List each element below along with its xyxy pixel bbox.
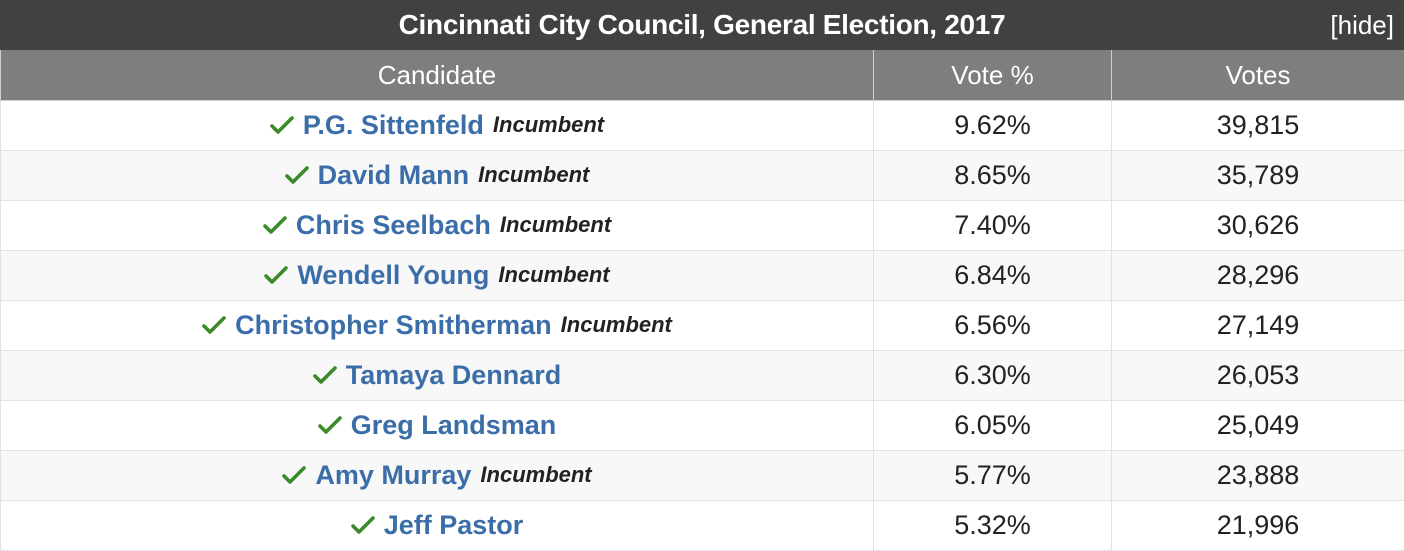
vote-percent-cell: 6.05% — [874, 401, 1112, 451]
vote-percent-cell: 8.65% — [874, 151, 1112, 201]
vote-percent-cell: 5.77% — [874, 451, 1112, 501]
incumbent-label: Incumbent — [493, 112, 604, 138]
candidate: P.G. Sittenfeld Incumbent — [270, 110, 604, 141]
candidate-cell: Christopher Smitherman Incumbent — [1, 301, 874, 351]
candidate: Greg Landsman — [318, 410, 557, 441]
candidate-name-link[interactable]: Chris Seelbach — [296, 210, 491, 241]
table-row: David Mann Incumbent 8.65%35,789 — [1, 151, 1404, 201]
header-candidate: Candidate — [1, 50, 874, 101]
check-icon — [285, 166, 309, 184]
table-row: Greg Landsman 6.05%25,049 — [1, 401, 1404, 451]
incumbent-label: Incumbent — [478, 162, 589, 188]
vote-percent-cell: 7.40% — [874, 201, 1112, 251]
candidate-cell: P.G. Sittenfeld Incumbent — [1, 101, 874, 151]
table-row: Jeff Pastor 5.32%21,996 — [1, 501, 1404, 551]
candidate-cell: Amy Murray Incumbent — [1, 451, 874, 501]
check-icon — [313, 366, 337, 384]
vote-percent-cell: 6.56% — [874, 301, 1112, 351]
check-icon — [270, 116, 294, 134]
votes-cell: 21,996 — [1112, 501, 1404, 551]
table-row: Tamaya Dennard 6.30%26,053 — [1, 351, 1404, 401]
candidate: Amy Murray Incumbent — [282, 460, 591, 491]
candidate-cell: Jeff Pastor — [1, 501, 874, 551]
results-table: Candidate Vote % Votes P.G. Sittenfeld In… — [0, 50, 1404, 551]
table-row: Amy Murray Incumbent 5.77%23,888 — [1, 451, 1404, 501]
candidate-name-link[interactable]: Amy Murray — [315, 460, 471, 491]
header-row: Candidate Vote % Votes — [1, 50, 1404, 101]
vote-percent-cell: 6.84% — [874, 251, 1112, 301]
candidate-name-link[interactable]: David Mann — [318, 160, 470, 191]
vote-percent-cell: 6.30% — [874, 351, 1112, 401]
candidate: Chris Seelbach Incumbent — [263, 210, 611, 241]
candidate-name-link[interactable]: Greg Landsman — [351, 410, 557, 441]
votes-cell: 27,149 — [1112, 301, 1404, 351]
check-icon — [202, 316, 226, 334]
table-row: P.G. Sittenfeld Incumbent 9.62%39,815 — [1, 101, 1404, 151]
votes-cell: 26,053 — [1112, 351, 1404, 401]
table-row: Christopher Smitherman Incumbent 6.56%27,1… — [1, 301, 1404, 351]
table-title-bar: Cincinnati City Council, General Electio… — [0, 0, 1404, 50]
table-title: Cincinnati City Council, General Electio… — [399, 9, 1006, 41]
incumbent-label: Incumbent — [561, 312, 672, 338]
table-row: Chris Seelbach Incumbent 7.40%30,626 — [1, 201, 1404, 251]
votes-cell: 25,049 — [1112, 401, 1404, 451]
candidate: Christopher Smitherman Incumbent — [202, 310, 672, 341]
hide-link[interactable]: [hide] — [1330, 0, 1394, 50]
incumbent-label: Incumbent — [500, 212, 611, 238]
candidate-cell: Wendell Young Incumbent — [1, 251, 874, 301]
votes-cell: 23,888 — [1112, 451, 1404, 501]
check-icon — [282, 466, 306, 484]
votes-cell: 35,789 — [1112, 151, 1404, 201]
candidate-name-link[interactable]: P.G. Sittenfeld — [303, 110, 484, 141]
candidate-name-link[interactable]: Tamaya Dennard — [346, 360, 562, 391]
votes-cell: 30,626 — [1112, 201, 1404, 251]
header-votes: Votes — [1112, 50, 1404, 101]
candidate: David Mann Incumbent — [285, 160, 590, 191]
check-icon — [351, 516, 375, 534]
incumbent-label: Incumbent — [498, 262, 609, 288]
check-icon — [318, 416, 342, 434]
incumbent-label: Incumbent — [480, 462, 591, 488]
candidate-cell: Tamaya Dennard — [1, 351, 874, 401]
votes-cell: 39,815 — [1112, 101, 1404, 151]
check-icon — [264, 266, 288, 284]
candidate-cell: Chris Seelbach Incumbent — [1, 201, 874, 251]
candidate-cell: Greg Landsman — [1, 401, 874, 451]
candidate: Wendell Young Incumbent — [264, 260, 609, 291]
header-vote-percent: Vote % — [874, 50, 1112, 101]
vote-percent-cell: 5.32% — [874, 501, 1112, 551]
table-row: Wendell Young Incumbent 6.84%28,296 — [1, 251, 1404, 301]
vote-percent-cell: 9.62% — [874, 101, 1112, 151]
candidate-cell: David Mann Incumbent — [1, 151, 874, 201]
votes-cell: 28,296 — [1112, 251, 1404, 301]
candidate-name-link[interactable]: Christopher Smitherman — [235, 310, 552, 341]
candidate: Jeff Pastor — [351, 510, 524, 541]
candidate-name-link[interactable]: Wendell Young — [297, 260, 489, 291]
check-icon — [263, 216, 287, 234]
candidate-name-link[interactable]: Jeff Pastor — [384, 510, 524, 541]
candidate: Tamaya Dennard — [313, 360, 562, 391]
